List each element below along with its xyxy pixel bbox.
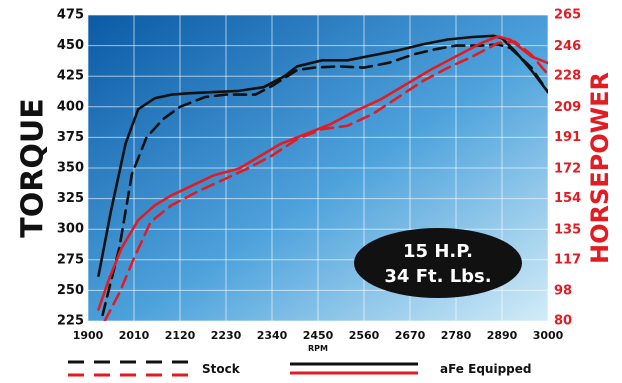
horsepower-label: HORSEPOWER (586, 72, 614, 264)
left-axis-title: TORQUE (16, 98, 51, 237)
right-tick-label: 246 (554, 39, 581, 54)
x-tick-label: 2890 (487, 329, 518, 342)
legend-stock-label: Stock (202, 362, 241, 376)
gain-callout: 15 H.P. 34 Ft. Lbs. (354, 228, 522, 298)
x-tick-label: 3000 (533, 329, 564, 342)
left-axis: 225 250 275 300 325 350 375 400 425 450 475 (57, 8, 84, 329)
x-tick-label: 2780 (441, 329, 472, 342)
x-tick-label: 2340 (257, 329, 288, 342)
x-tick-label: 2560 (349, 329, 380, 342)
right-tick-label: 98 (554, 284, 572, 299)
left-tick-label: 300 (57, 222, 84, 237)
torque-label: TORQUE (16, 98, 51, 237)
right-tick-label: 172 (554, 161, 581, 176)
right-axis: 80 98 117 135 154 172 191 209 228 246 265 (554, 8, 581, 329)
x-tick-label: 1900 (73, 329, 104, 342)
right-tick-label: 209 (554, 100, 581, 115)
x-axis-label: RPM (308, 344, 328, 353)
callout-torque: 34 Ft. Lbs. (384, 266, 491, 287)
callout-bubble (354, 228, 522, 298)
left-tick-label: 325 (57, 191, 84, 206)
right-tick-label: 154 (554, 191, 581, 206)
right-tick-label: 135 (554, 223, 581, 238)
right-axis-title: HORSEPOWER (586, 72, 614, 264)
x-tick-label: 2230 (211, 329, 242, 342)
right-tick-label: 191 (554, 130, 581, 145)
left-tick-label: 475 (57, 8, 84, 23)
right-tick-label: 228 (554, 69, 581, 84)
x-tick-label: 2010 (119, 329, 150, 342)
left-tick-label: 350 (57, 161, 84, 176)
grid (87, 14, 549, 322)
x-tick-label: 2670 (395, 329, 426, 342)
left-tick-label: 225 (57, 314, 84, 329)
series-line-torque-stock (101, 43, 548, 317)
bottom-axis: 1900 2010 2120 2230 2340 2450 2560 2670 2780 2890… (73, 329, 564, 342)
left-tick-label: 275 (57, 252, 84, 267)
series-layer (97, 34, 548, 321)
left-tick-label: 400 (57, 99, 84, 114)
left-tick-label: 450 (57, 38, 84, 53)
right-tick-label: 117 (554, 252, 581, 267)
left-tick-label: 375 (57, 130, 84, 145)
callout-hp: 15 H.P. (403, 241, 473, 262)
left-tick-label: 425 (57, 69, 84, 84)
legend: Stock aFe Equipped (68, 360, 531, 377)
legend-afe-label: aFe Equipped (440, 362, 531, 376)
right-tick-label: 265 (554, 8, 581, 23)
right-tick-label: 80 (554, 314, 572, 329)
series-line-horsepower-stock (103, 40, 548, 321)
series-line-horsepower-afe (97, 35, 548, 311)
left-tick-label: 250 (57, 283, 84, 298)
x-tick-label: 2120 (165, 329, 196, 342)
x-tick-label: 2450 (303, 329, 334, 342)
